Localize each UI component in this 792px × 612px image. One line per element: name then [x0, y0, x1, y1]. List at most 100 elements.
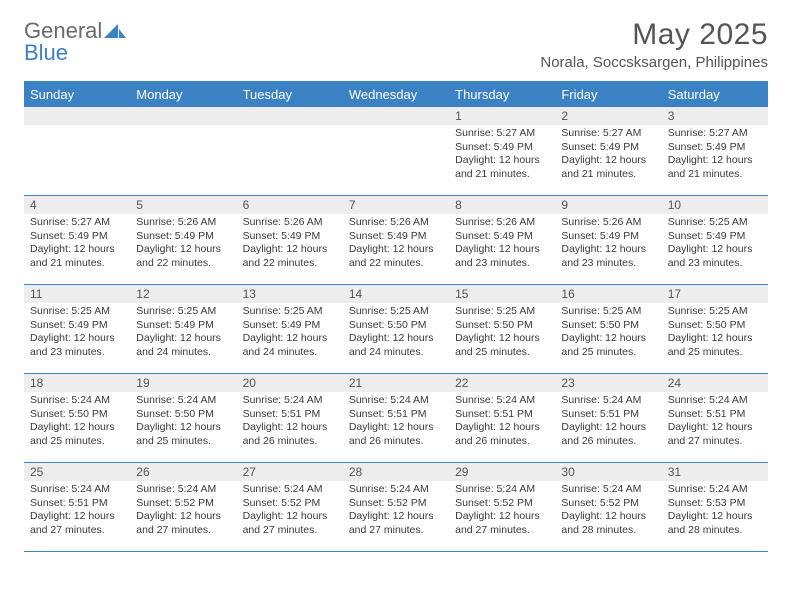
day-sunset: Sunset: 5:51 PM — [561, 408, 655, 422]
day-daylight2: and 26 minutes. — [561, 435, 655, 449]
day-body: Sunrise: 5:24 AMSunset: 5:51 PMDaylight:… — [237, 392, 343, 453]
day-number: 2 — [555, 107, 661, 125]
day-cell — [130, 107, 236, 195]
weeks-container: 1Sunrise: 5:27 AMSunset: 5:49 PMDaylight… — [24, 107, 768, 552]
dow-saturday: Saturday — [662, 83, 768, 107]
day-sunrise: Sunrise: 5:24 AM — [136, 483, 230, 497]
day-daylight1: Daylight: 12 hours — [668, 421, 762, 435]
day-sunrise: Sunrise: 5:27 AM — [30, 216, 124, 230]
day-sunrise: Sunrise: 5:25 AM — [668, 305, 762, 319]
day-sunrise: Sunrise: 5:24 AM — [243, 483, 337, 497]
day-sunset: Sunset: 5:52 PM — [136, 497, 230, 511]
day-daylight2: and 25 minutes. — [30, 435, 124, 449]
header: General Blue May 2025 Norala, Soccsksarg… — [24, 18, 768, 71]
day-daylight2: and 26 minutes. — [455, 435, 549, 449]
day-number: 18 — [24, 374, 130, 392]
day-daylight1: Daylight: 12 hours — [243, 510, 337, 524]
day-cell — [24, 107, 130, 195]
day-daylight1: Daylight: 12 hours — [455, 510, 549, 524]
day-cell: 10Sunrise: 5:25 AMSunset: 5:49 PMDayligh… — [662, 196, 768, 284]
day-cell — [237, 107, 343, 195]
day-number: 5 — [130, 196, 236, 214]
day-number: 13 — [237, 285, 343, 303]
day-sunset: Sunset: 5:49 PM — [668, 230, 762, 244]
day-sunset: Sunset: 5:49 PM — [30, 319, 124, 333]
day-number: 7 — [343, 196, 449, 214]
day-body: Sunrise: 5:25 AMSunset: 5:49 PMDaylight:… — [237, 303, 343, 364]
day-daylight2: and 27 minutes. — [349, 524, 443, 538]
day-number: 17 — [662, 285, 768, 303]
dow-tuesday: Tuesday — [237, 83, 343, 107]
logo: General Blue — [24, 18, 126, 64]
day-number — [237, 107, 343, 125]
day-daylight2: and 24 minutes. — [349, 346, 443, 360]
day-daylight1: Daylight: 12 hours — [136, 243, 230, 257]
day-body: Sunrise: 5:27 AMSunset: 5:49 PMDaylight:… — [449, 125, 555, 186]
day-daylight2: and 22 minutes. — [136, 257, 230, 271]
day-daylight1: Daylight: 12 hours — [561, 154, 655, 168]
day-number: 19 — [130, 374, 236, 392]
day-sunrise: Sunrise: 5:27 AM — [561, 127, 655, 141]
day-daylight2: and 23 minutes. — [668, 257, 762, 271]
day-number: 12 — [130, 285, 236, 303]
day-sunset: Sunset: 5:52 PM — [243, 497, 337, 511]
day-body: Sunrise: 5:24 AMSunset: 5:52 PMDaylight:… — [130, 481, 236, 542]
day-cell: 18Sunrise: 5:24 AMSunset: 5:50 PMDayligh… — [24, 374, 130, 462]
day-number: 29 — [449, 463, 555, 481]
day-daylight2: and 21 minutes. — [455, 168, 549, 182]
calendar-grid: Sunday Monday Tuesday Wednesday Thursday… — [24, 81, 768, 552]
day-daylight2: and 27 minutes. — [30, 524, 124, 538]
day-sunrise: Sunrise: 5:24 AM — [243, 394, 337, 408]
day-sunrise: Sunrise: 5:24 AM — [349, 483, 443, 497]
day-body: Sunrise: 5:26 AMSunset: 5:49 PMDaylight:… — [555, 214, 661, 275]
day-daylight1: Daylight: 12 hours — [561, 510, 655, 524]
day-daylight2: and 23 minutes. — [561, 257, 655, 271]
day-cell: 29Sunrise: 5:24 AMSunset: 5:52 PMDayligh… — [449, 463, 555, 551]
day-number: 14 — [343, 285, 449, 303]
day-sunset: Sunset: 5:49 PM — [668, 141, 762, 155]
day-daylight2: and 22 minutes. — [243, 257, 337, 271]
day-sunset: Sunset: 5:50 PM — [668, 319, 762, 333]
day-body: Sunrise: 5:26 AMSunset: 5:49 PMDaylight:… — [237, 214, 343, 275]
day-sunrise: Sunrise: 5:26 AM — [561, 216, 655, 230]
day-number: 22 — [449, 374, 555, 392]
day-daylight1: Daylight: 12 hours — [136, 332, 230, 346]
day-body: Sunrise: 5:24 AMSunset: 5:51 PMDaylight:… — [662, 392, 768, 453]
day-daylight1: Daylight: 12 hours — [561, 332, 655, 346]
day-sunrise: Sunrise: 5:25 AM — [668, 216, 762, 230]
day-sunrise: Sunrise: 5:24 AM — [136, 394, 230, 408]
day-sunset: Sunset: 5:49 PM — [243, 230, 337, 244]
day-cell: 19Sunrise: 5:24 AMSunset: 5:50 PMDayligh… — [130, 374, 236, 462]
day-daylight1: Daylight: 12 hours — [668, 243, 762, 257]
day-body: Sunrise: 5:27 AMSunset: 5:49 PMDaylight:… — [555, 125, 661, 186]
day-daylight1: Daylight: 12 hours — [30, 332, 124, 346]
week-row: 11Sunrise: 5:25 AMSunset: 5:49 PMDayligh… — [24, 285, 768, 374]
day-cell: 23Sunrise: 5:24 AMSunset: 5:51 PMDayligh… — [555, 374, 661, 462]
day-body: Sunrise: 5:25 AMSunset: 5:50 PMDaylight:… — [662, 303, 768, 364]
day-sunrise: Sunrise: 5:24 AM — [561, 483, 655, 497]
week-row: 1Sunrise: 5:27 AMSunset: 5:49 PMDaylight… — [24, 107, 768, 196]
day-daylight2: and 21 minutes. — [668, 168, 762, 182]
day-body: Sunrise: 5:24 AMSunset: 5:53 PMDaylight:… — [662, 481, 768, 542]
day-daylight2: and 27 minutes. — [455, 524, 549, 538]
day-sunset: Sunset: 5:51 PM — [243, 408, 337, 422]
day-body: Sunrise: 5:24 AMSunset: 5:51 PMDaylight:… — [343, 392, 449, 453]
month-title: May 2025 — [540, 18, 768, 52]
day-body: Sunrise: 5:25 AMSunset: 5:49 PMDaylight:… — [662, 214, 768, 275]
day-sunrise: Sunrise: 5:27 AM — [455, 127, 549, 141]
title-block: May 2025 Norala, Soccsksargen, Philippin… — [540, 18, 768, 71]
day-sunset: Sunset: 5:49 PM — [455, 230, 549, 244]
day-sunset: Sunset: 5:49 PM — [30, 230, 124, 244]
day-daylight1: Daylight: 12 hours — [455, 154, 549, 168]
day-sunset: Sunset: 5:49 PM — [349, 230, 443, 244]
logo-part2: Blue — [24, 40, 68, 65]
day-sunset: Sunset: 5:52 PM — [349, 497, 443, 511]
dow-monday: Monday — [130, 83, 236, 107]
week-row: 25Sunrise: 5:24 AMSunset: 5:51 PMDayligh… — [24, 463, 768, 552]
day-body: Sunrise: 5:25 AMSunset: 5:50 PMDaylight:… — [555, 303, 661, 364]
day-cell: 17Sunrise: 5:25 AMSunset: 5:50 PMDayligh… — [662, 285, 768, 373]
day-sunset: Sunset: 5:52 PM — [561, 497, 655, 511]
day-sunrise: Sunrise: 5:25 AM — [455, 305, 549, 319]
day-sunrise: Sunrise: 5:24 AM — [668, 394, 762, 408]
day-daylight1: Daylight: 12 hours — [668, 510, 762, 524]
